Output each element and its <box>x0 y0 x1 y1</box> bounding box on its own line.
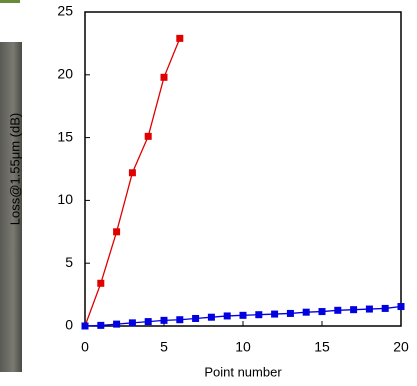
point-marker <box>334 306 342 314</box>
point-marker <box>255 311 263 319</box>
x-axis-label: Point number <box>204 364 282 379</box>
point-marker <box>271 310 279 318</box>
point-marker <box>97 321 105 329</box>
y-tick-label: 5 <box>65 254 73 270</box>
y-axis-label: Loss@1.55μm (dB) <box>7 113 22 225</box>
y-tick-label: 25 <box>57 3 73 19</box>
photo-edge <box>0 0 20 3</box>
point-marker <box>239 311 247 319</box>
x-tick-label: 5 <box>160 339 168 355</box>
point-marker <box>397 303 405 311</box>
point-marker <box>144 318 152 326</box>
photo-strip <box>0 42 22 372</box>
point-marker <box>113 228 121 236</box>
y-tick-label: 15 <box>57 128 73 144</box>
point-marker <box>207 313 215 321</box>
point-marker <box>192 314 200 322</box>
point-marker <box>318 308 326 316</box>
x-tick-label: 20 <box>393 339 409 355</box>
y-tick-label: 10 <box>57 191 73 207</box>
point-marker <box>160 73 168 81</box>
y-tick-label: 20 <box>57 66 73 82</box>
point-marker <box>365 305 373 313</box>
point-marker <box>97 279 105 287</box>
point-marker <box>128 169 136 177</box>
point-marker <box>176 316 184 324</box>
point-marker <box>176 34 184 42</box>
x-tick-label: 15 <box>314 339 330 355</box>
point-marker <box>286 309 294 317</box>
point-marker <box>223 312 231 320</box>
point-marker <box>81 322 89 330</box>
point-marker <box>381 304 389 312</box>
y-tick-label: 0 <box>65 317 73 333</box>
point-marker <box>128 319 136 327</box>
point-marker <box>113 320 121 328</box>
point-marker <box>302 308 310 316</box>
point-marker <box>350 306 358 314</box>
point-marker <box>144 132 152 140</box>
x-tick-label: 10 <box>235 339 251 355</box>
point-marker <box>160 316 168 324</box>
x-tick-label: 0 <box>81 339 89 355</box>
